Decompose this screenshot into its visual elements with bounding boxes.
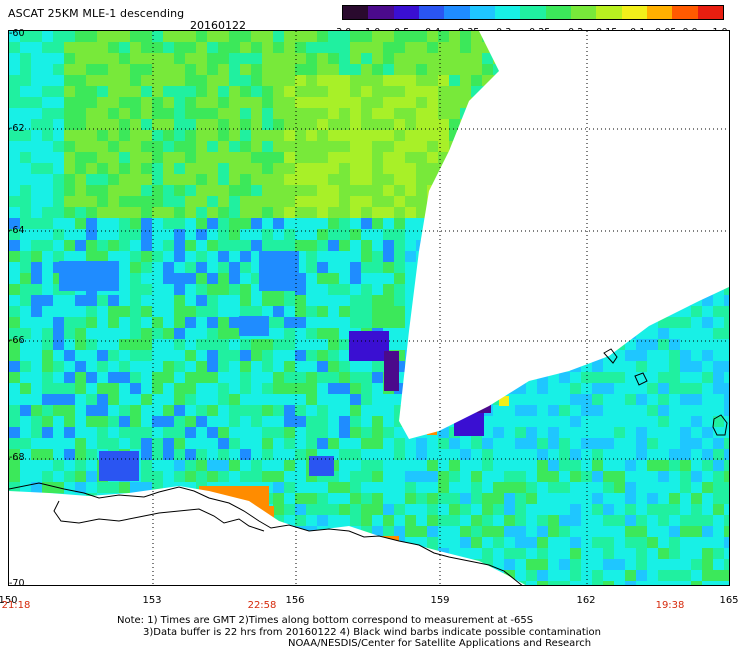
colorbar-swatch [672,6,698,19]
lat-label: -62 [9,123,25,134]
footnote-line3: NOAA/NESDIS/Center for Satellite Applica… [288,638,592,649]
lon-label: 153 [142,595,162,606]
colorbar-swatches [342,5,724,20]
lat-label: -70 [9,578,25,589]
island-outline [712,414,728,436]
time-label: 19:38 [655,600,685,611]
colorbar-swatch [570,6,597,19]
footnote-line2: 3)Data buffer is 22 hrs from 20160122 4)… [143,627,601,638]
colorbar-swatch [621,6,647,19]
colorbar-swatch [697,6,723,19]
island-outline [603,348,618,364]
lon-label: 162 [576,595,596,606]
lat-label: -64 [9,225,25,236]
wind-map-canvas [9,31,729,585]
time-label: 22:58 [247,600,277,611]
wind-map [8,30,730,586]
island-outline [634,372,648,386]
lon-label: 150 [0,595,18,606]
colorbar-swatch [343,6,369,19]
colorbar-swatch [469,6,495,19]
map-date: 20160122 [190,19,246,32]
coastline [53,500,265,532]
lon-label: 156 [285,595,305,606]
lat-label: -60 [9,28,25,39]
colorbar-swatch [646,6,673,19]
colorbar-swatch [520,6,546,19]
swath-gap [399,31,729,439]
map-title: ASCAT 25KM MLE-1 descending [8,7,185,20]
colorbar-swatch [444,6,470,19]
graticule [9,31,729,585]
swath-gap [9,486,526,585]
lat-label: -66 [9,335,25,346]
footnote-line1: Note: 1) Times are GMT 2)Times along bot… [117,615,534,626]
coastline [9,482,523,585]
time-label: 21:18 [1,600,31,611]
colorbar-swatch [596,6,622,19]
lon-label: 159 [430,595,450,606]
lat-label: -68 [9,452,25,463]
colorbar-swatch [393,6,419,19]
lon-label: 165 [719,595,739,606]
colorbar-swatch [494,6,521,19]
colorbar-swatch [368,6,394,19]
colorbar-swatch [418,6,445,19]
colorbar-swatch [545,6,571,19]
